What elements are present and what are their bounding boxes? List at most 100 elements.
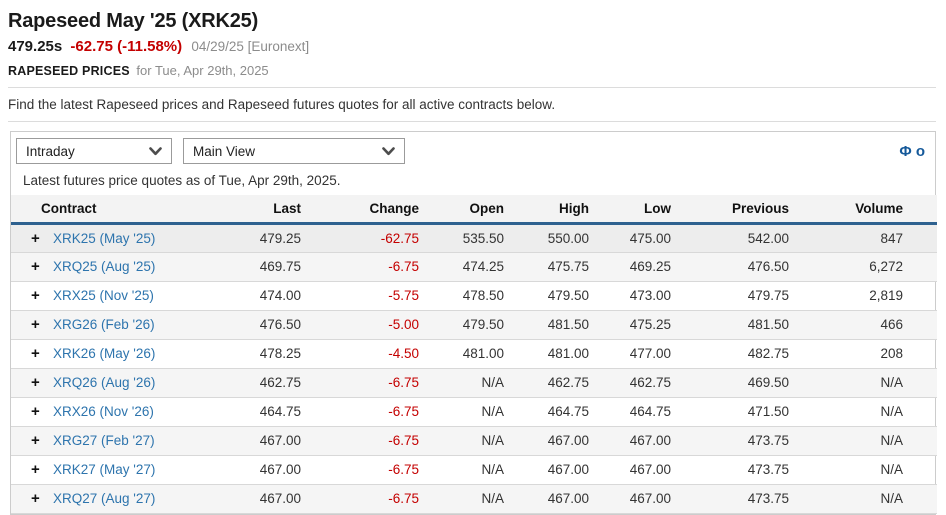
price-change: -62.75 (-11.58%) — [70, 38, 183, 55]
cell-volume: N/A — [801, 397, 937, 427]
contract-link[interactable]: XRQ27 (Aug '27) — [53, 491, 156, 506]
table-row: + XRQ25 (Aug '25) 469.75 -6.75 474.25 475… — [11, 252, 937, 282]
cell-volume: N/A — [801, 368, 937, 398]
contract-link[interactable]: XRG27 (Feb '27) — [53, 433, 155, 448]
contract-link[interactable]: XRX26 (Nov '26) — [53, 404, 154, 419]
expand-row-icon[interactable]: + — [31, 432, 40, 449]
table-row: + XRK26 (May '26) 478.25 -4.50 481.00 481… — [11, 339, 937, 369]
expand-row-icon[interactable]: + — [31, 403, 40, 420]
cell-previous: 482.75 — [683, 339, 801, 369]
cell-change: -6.75 — [313, 252, 431, 282]
expand-row-icon[interactable]: + — [31, 258, 40, 275]
cell-high: 481.00 — [516, 339, 601, 369]
panel-tools-link[interactable]: Φ o — [899, 142, 925, 160]
cell-last: 476.50 — [216, 310, 313, 340]
cell-open: 478.50 — [431, 281, 516, 311]
cell-change: -6.75 — [313, 368, 431, 398]
cell-previous: 471.50 — [683, 397, 801, 427]
quotes-panel: Intraday Main View Φ o Latest futures pr… — [10, 131, 937, 515]
view-select-value: Main View — [193, 143, 256, 159]
last-price: 479.25s — [8, 38, 63, 55]
cell-high: 467.00 — [516, 426, 601, 456]
cell-last: 467.00 — [216, 484, 313, 514]
frequency-select[interactable]: Intraday — [16, 138, 172, 164]
cell-previous: 473.75 — [683, 455, 801, 485]
cell-last: 462.75 — [216, 368, 313, 398]
cell-high: 475.75 — [516, 252, 601, 282]
futures-quotes-table: Contract Last Change Open High Low Previ… — [11, 195, 937, 514]
cell-previous: 481.50 — [683, 310, 801, 340]
cell-last: 464.75 — [216, 397, 313, 427]
contract-link[interactable]: XRK27 (May '27) — [53, 462, 156, 477]
price-summary: 479.25s -62.75 (-11.58%) 04/29/25 [Euron… — [8, 38, 936, 56]
cell-low: 467.00 — [601, 455, 683, 485]
table-row: + XRK25 (May '25) 479.25 -62.75 535.50 55… — [11, 223, 937, 253]
cell-open: 474.25 — [431, 252, 516, 282]
cell-previous: 473.75 — [683, 426, 801, 456]
cell-volume: N/A — [801, 455, 937, 485]
column-header-low: Low — [601, 195, 683, 225]
cell-volume: N/A — [801, 426, 937, 456]
cell-previous: 469.50 — [683, 368, 801, 398]
column-header-open: Open — [431, 195, 516, 225]
cell-last: 467.00 — [216, 455, 313, 485]
contract-link[interactable]: XRK26 (May '26) — [53, 346, 156, 361]
cell-open: N/A — [431, 484, 516, 514]
table-row: + XRG26 (Feb '26) 476.50 -5.00 479.50 481… — [11, 310, 937, 340]
cell-last: 467.00 — [216, 426, 313, 456]
contract-link[interactable]: XRQ25 (Aug '25) — [53, 259, 156, 274]
chevron-down-icon — [149, 146, 162, 156]
table-row: + XRX25 (Nov '25) 474.00 -5.75 478.50 479… — [11, 281, 937, 311]
cell-low: 469.25 — [601, 252, 683, 282]
section-date: for Tue, Apr 29th, 2025 — [136, 63, 269, 78]
quotes-tbody: + XRK25 (May '25) 479.25 -62.75 535.50 55… — [11, 223, 937, 514]
column-header-high: High — [516, 195, 601, 225]
cell-low: 467.00 — [601, 484, 683, 514]
cell-volume: 466 — [801, 310, 937, 340]
expand-row-icon[interactable]: + — [31, 374, 40, 391]
expand-row-icon[interactable]: + — [31, 461, 40, 478]
cell-open: N/A — [431, 455, 516, 485]
cell-low: 464.75 — [601, 397, 683, 427]
cell-last: 474.00 — [216, 281, 313, 311]
cell-previous: 473.75 — [683, 484, 801, 514]
expand-row-icon[interactable]: + — [31, 316, 40, 333]
cell-previous: 542.00 — [683, 223, 801, 253]
cell-last: 469.75 — [216, 252, 313, 282]
chevron-down-icon — [382, 146, 395, 156]
cell-change: -6.75 — [313, 455, 431, 485]
table-row: + XRG27 (Feb '27) 467.00 -6.75 N/A 467.00… — [11, 426, 937, 456]
cell-low: 475.25 — [601, 310, 683, 340]
cell-high: 464.75 — [516, 397, 601, 427]
cell-high: 467.00 — [516, 455, 601, 485]
section-heading: RAPESEED PRICES for Tue, Apr 29th, 2025 — [8, 63, 936, 79]
cell-volume: 208 — [801, 339, 937, 369]
cell-change: -6.75 — [313, 426, 431, 456]
divider — [8, 121, 936, 122]
cell-open: N/A — [431, 368, 516, 398]
table-row: + XRK27 (May '27) 467.00 -6.75 N/A 467.00… — [11, 455, 937, 485]
cell-high: 462.75 — [516, 368, 601, 398]
frequency-select-value: Intraday — [26, 143, 75, 159]
cell-low: 462.75 — [601, 368, 683, 398]
contract-link[interactable]: XRK25 (May '25) — [53, 230, 156, 246]
expand-row-icon[interactable]: + — [31, 287, 40, 304]
page-title: Rapeseed May '25 (XRK25) — [8, 10, 259, 32]
expand-row-icon[interactable]: + — [31, 229, 40, 247]
cell-volume: 2,819 — [801, 281, 937, 311]
cell-high: 550.00 — [516, 223, 601, 253]
column-header-last: Last — [216, 195, 313, 225]
cell-volume: N/A — [801, 484, 937, 514]
column-header-contract: Contract — [11, 195, 216, 225]
expand-row-icon[interactable]: + — [31, 490, 40, 507]
cell-change: -4.50 — [313, 339, 431, 369]
view-select[interactable]: Main View — [183, 138, 405, 164]
expand-row-icon[interactable]: + — [31, 345, 40, 362]
contract-link[interactable]: XRQ26 (Aug '26) — [53, 375, 156, 390]
contract-link[interactable]: XRX25 (Nov '25) — [53, 288, 154, 303]
quotes-as-of: Latest futures price quotes as of Tue, A… — [23, 173, 341, 188]
cell-previous: 476.50 — [683, 252, 801, 282]
divider — [8, 87, 936, 88]
cell-high: 479.50 — [516, 281, 601, 311]
contract-link[interactable]: XRG26 (Feb '26) — [53, 317, 155, 332]
